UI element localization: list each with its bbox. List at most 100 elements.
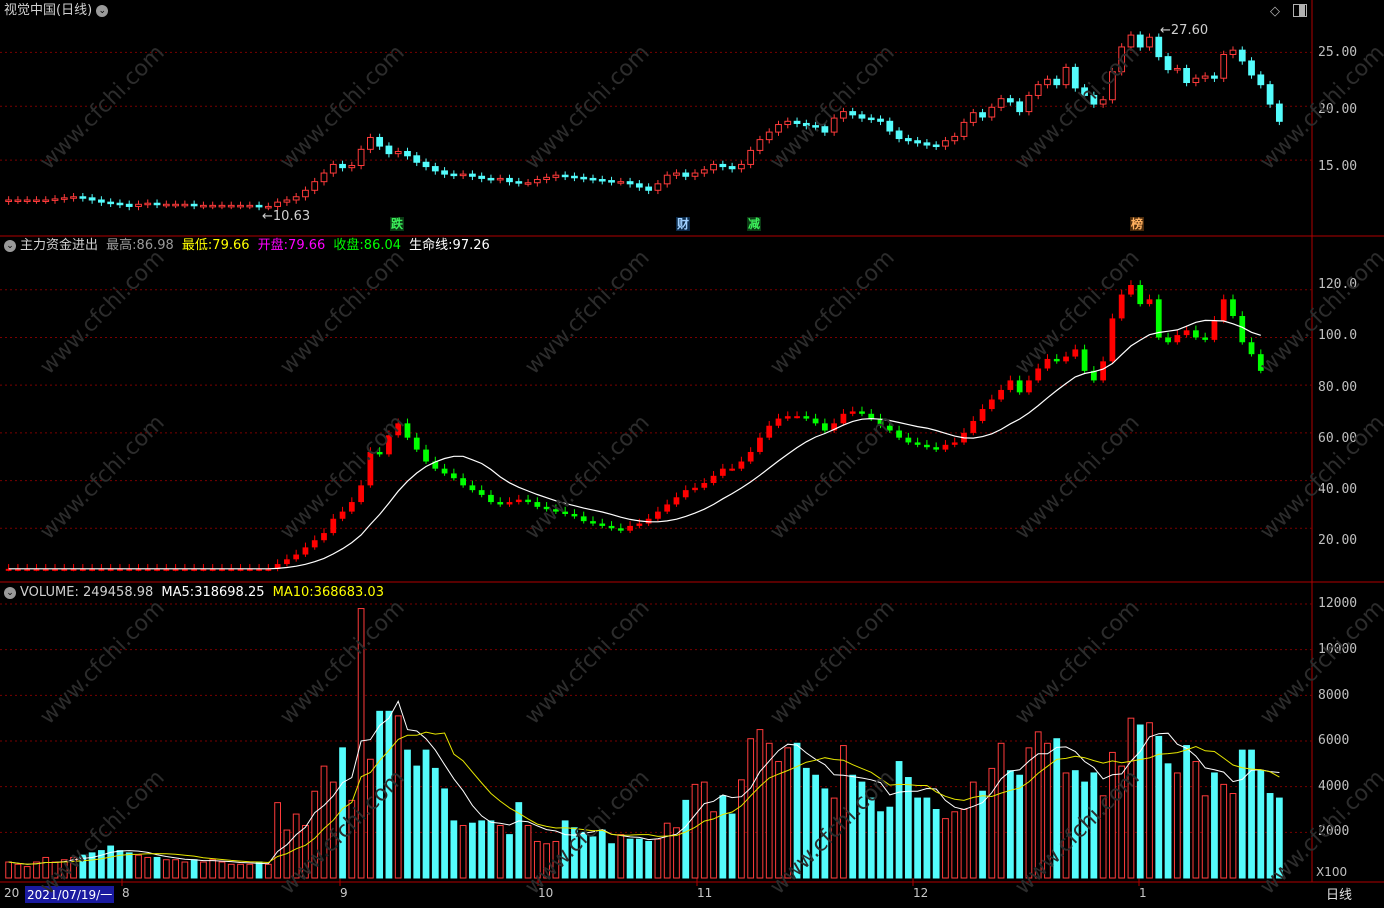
indicator-candle	[506, 502, 513, 505]
volume-bar	[552, 840, 560, 879]
price-candle	[988, 106, 996, 118]
indicator-candle	[1109, 318, 1116, 362]
indicator-candle	[256, 568, 262, 571]
price-candle	[979, 112, 986, 118]
indicator-candle	[154, 568, 160, 571]
volume-bar	[784, 747, 792, 879]
price-candle	[450, 173, 458, 177]
indicator-candle	[1202, 337, 1209, 340]
indicator-candle	[1193, 330, 1199, 338]
indicator-candle	[738, 461, 745, 469]
ma10-label: MA10:	[272, 585, 314, 600]
price-candle	[1164, 56, 1172, 71]
volume-bar	[422, 749, 430, 879]
indicator-candle	[1100, 361, 1107, 381]
price-candle	[1007, 98, 1014, 103]
indicator-candle	[15, 568, 21, 571]
indicator-close-label: 收盘:	[333, 238, 364, 253]
price-candle	[283, 199, 291, 203]
indicator-candle	[701, 482, 708, 488]
volume-bar	[23, 866, 31, 879]
indicator-candle	[98, 568, 105, 571]
price-candle	[858, 114, 866, 119]
price-candle	[756, 139, 764, 151]
price-candle	[830, 117, 838, 133]
volume-bar	[626, 838, 634, 879]
price-candle	[1025, 94, 1033, 113]
indicator-axis-label: 20.00	[1318, 533, 1358, 548]
indicator-candle	[246, 568, 253, 571]
indicator-candle	[655, 511, 661, 519]
indicator-candle	[1248, 342, 1255, 355]
month-label: 12	[913, 886, 929, 900]
diamond-icon[interactable]: ◇	[1270, 4, 1280, 19]
price-candle	[218, 204, 226, 208]
flag-reduce[interactable]: 减	[747, 217, 762, 231]
price-axis-label: 25.00	[1318, 45, 1358, 60]
price-candle	[79, 196, 87, 199]
price-candle	[459, 173, 467, 177]
chevron-down-icon[interactable]: ⌄	[4, 586, 16, 599]
volume-bar	[1136, 724, 1144, 879]
price-candle	[561, 174, 569, 178]
indicator-axis-label: 120.0	[1318, 277, 1358, 292]
price-candle	[673, 172, 680, 176]
volume-bar	[1201, 795, 1209, 879]
window-restore-icon[interactable]	[1293, 4, 1307, 17]
price-candle	[765, 131, 773, 141]
indicator-candle	[358, 485, 364, 503]
indicator-candle	[413, 437, 420, 450]
price-candle	[951, 135, 959, 142]
volume-unit: X100	[1316, 865, 1348, 879]
indicator-candle	[1044, 358, 1051, 369]
price-candle	[617, 181, 625, 184]
indicator-candle	[367, 451, 374, 486]
indicator-candle	[729, 468, 735, 471]
indicator-candle	[645, 518, 652, 524]
price-candle	[1220, 53, 1228, 79]
price-candle	[200, 204, 207, 208]
period-selector[interactable]: 日线	[1326, 888, 1353, 903]
volume-bar	[821, 788, 829, 879]
price-candle	[960, 121, 968, 137]
indicator-candle	[1165, 337, 1171, 343]
price-candle	[255, 204, 263, 208]
volume-bar	[88, 852, 96, 879]
volume-bar	[1146, 722, 1153, 879]
indicator-candle	[432, 461, 439, 469]
indicator-candle	[1118, 294, 1125, 319]
flag-fall[interactable]: 跌	[390, 217, 405, 231]
volume-bar	[830, 797, 838, 879]
flag-finance[interactable]: 财	[676, 217, 691, 231]
volume-bar	[858, 781, 866, 879]
price-candle	[135, 203, 142, 207]
price-candle	[719, 163, 727, 168]
price-candle	[1136, 34, 1144, 48]
volume-bar	[561, 820, 569, 879]
price-candle	[654, 183, 662, 191]
indicator-candle	[1230, 299, 1236, 317]
chevron-down-icon[interactable]: ⌄	[4, 239, 16, 252]
volume-bar	[246, 863, 254, 879]
price-candle	[107, 201, 115, 205]
volume-bar	[1016, 774, 1024, 879]
flag-ranking[interactable]: 榜	[1130, 217, 1145, 231]
indicator-low-value: 79.66	[212, 238, 250, 253]
price-candle	[682, 172, 690, 177]
indicator-candle	[1146, 299, 1153, 305]
month-label: 1	[1139, 886, 1147, 900]
price-candle	[793, 120, 801, 124]
volume-bar	[1118, 765, 1126, 879]
chevron-down-icon[interactable]: ⌄	[96, 4, 109, 17]
indicator-candle	[126, 568, 133, 571]
price-candle	[469, 173, 476, 177]
price-candle	[14, 199, 22, 202]
indicator-candle	[951, 442, 958, 445]
volume-bar	[292, 813, 300, 879]
cursor-date[interactable]: 2021/07/19/一	[25, 886, 115, 903]
volume-bar	[506, 834, 513, 879]
volume-bar	[1034, 731, 1042, 879]
volume-bar	[1238, 749, 1246, 879]
volume-bar	[144, 856, 152, 879]
